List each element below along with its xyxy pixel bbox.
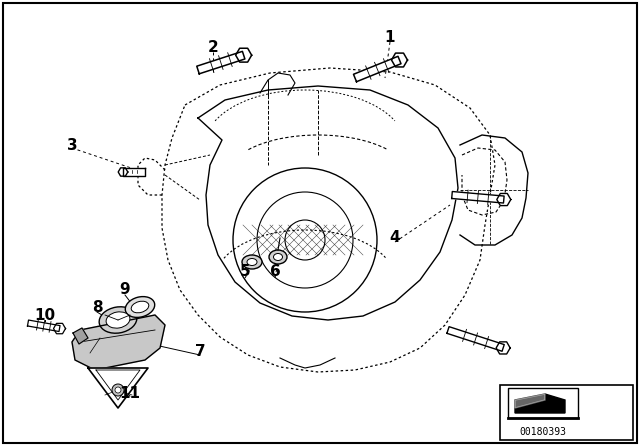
- Text: 5: 5: [240, 264, 250, 280]
- Text: 1: 1: [385, 30, 396, 46]
- Polygon shape: [496, 342, 510, 354]
- Ellipse shape: [242, 255, 262, 269]
- Polygon shape: [497, 194, 511, 206]
- Polygon shape: [447, 327, 504, 351]
- Text: 8: 8: [92, 300, 102, 314]
- Circle shape: [115, 387, 121, 393]
- Polygon shape: [515, 394, 565, 413]
- Circle shape: [112, 384, 124, 396]
- Polygon shape: [392, 53, 408, 67]
- Polygon shape: [28, 320, 60, 332]
- Polygon shape: [196, 52, 245, 74]
- Ellipse shape: [106, 312, 130, 328]
- Polygon shape: [118, 168, 128, 176]
- Polygon shape: [353, 56, 401, 82]
- Ellipse shape: [131, 301, 149, 313]
- Polygon shape: [123, 168, 145, 176]
- Ellipse shape: [269, 250, 287, 264]
- Text: 10: 10: [35, 307, 56, 323]
- Ellipse shape: [247, 258, 257, 266]
- Text: 3: 3: [67, 138, 77, 152]
- Bar: [508, 388, 578, 418]
- Text: 11: 11: [120, 385, 141, 401]
- Text: 2: 2: [207, 40, 218, 56]
- Text: 9: 9: [120, 283, 131, 297]
- Ellipse shape: [99, 307, 137, 333]
- Text: 4: 4: [390, 231, 400, 246]
- Ellipse shape: [125, 297, 155, 318]
- Polygon shape: [515, 394, 545, 408]
- Polygon shape: [452, 191, 504, 203]
- Polygon shape: [73, 328, 88, 344]
- Text: 6: 6: [269, 264, 280, 280]
- Polygon shape: [88, 368, 148, 408]
- Polygon shape: [236, 48, 252, 62]
- Polygon shape: [54, 323, 65, 334]
- Ellipse shape: [273, 254, 282, 260]
- Text: 7: 7: [195, 345, 205, 359]
- Text: 00180393: 00180393: [520, 427, 566, 437]
- Bar: [500, 385, 633, 440]
- Polygon shape: [72, 315, 165, 370]
